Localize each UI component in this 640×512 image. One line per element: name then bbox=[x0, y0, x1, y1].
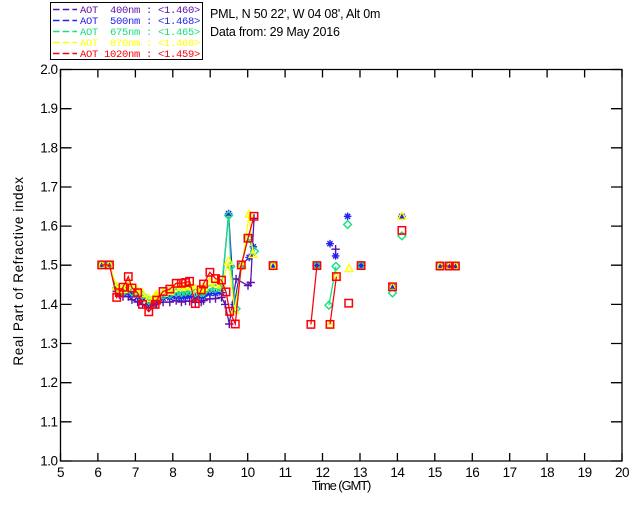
svg-text:1.4: 1.4 bbox=[40, 297, 58, 312]
svg-text:11: 11 bbox=[279, 465, 292, 480]
svg-text:5: 5 bbox=[57, 465, 64, 480]
svg-text:AOT 1020nm : <1.459>: AOT 1020nm : <1.459> bbox=[80, 49, 200, 61]
svg-text:1.0: 1.0 bbox=[40, 454, 57, 469]
svg-text:16: 16 bbox=[465, 465, 479, 480]
svg-text:14: 14 bbox=[390, 465, 405, 480]
svg-text:1.2: 1.2 bbox=[40, 375, 57, 390]
svg-text:1.9: 1.9 bbox=[40, 101, 57, 116]
svg-text:20: 20 bbox=[615, 465, 629, 480]
svg-text:1.1: 1.1 bbox=[40, 414, 57, 429]
svg-text:1.3: 1.3 bbox=[40, 336, 57, 351]
svg-text:1.7: 1.7 bbox=[40, 180, 57, 195]
svg-text:18: 18 bbox=[540, 465, 554, 480]
svg-text:6: 6 bbox=[94, 465, 101, 480]
svg-text:9: 9 bbox=[207, 465, 214, 480]
svg-text:8: 8 bbox=[169, 465, 176, 480]
svg-text:AOT 675nm : <1.465>: AOT 675nm : <1.465> bbox=[80, 27, 200, 39]
svg-text:PML, N 50 22', W 04 08', Alt 0: PML, N 50 22', W 04 08', Alt 0m bbox=[210, 7, 380, 21]
svg-text:Data from: 29 May 2016: Data from: 29 May 2016 bbox=[210, 25, 340, 39]
svg-text:Time (GMT): Time (GMT) bbox=[312, 478, 371, 493]
svg-text:AOT 400nm : <1.460>: AOT 400nm : <1.460> bbox=[80, 5, 200, 17]
svg-text:AOT 500nm : <1.468>: AOT 500nm : <1.468> bbox=[80, 16, 200, 28]
svg-text:13: 13 bbox=[353, 465, 367, 480]
svg-text:Real Part of Refractive index: Real Part of Refractive index bbox=[11, 176, 26, 365]
svg-text:17: 17 bbox=[503, 465, 517, 480]
svg-text:1.6: 1.6 bbox=[40, 219, 57, 234]
svg-text:12: 12 bbox=[315, 465, 329, 480]
svg-text:10: 10 bbox=[241, 465, 255, 480]
svg-text:7: 7 bbox=[132, 465, 139, 480]
svg-text:AOT 870nm : <1.466>: AOT 870nm : <1.466> bbox=[80, 38, 200, 50]
svg-text:15: 15 bbox=[428, 465, 442, 480]
svg-text:1.5: 1.5 bbox=[40, 258, 57, 273]
svg-text:19: 19 bbox=[578, 465, 592, 480]
svg-text:2.0: 2.0 bbox=[40, 62, 57, 77]
svg-text:1.8: 1.8 bbox=[40, 140, 57, 155]
